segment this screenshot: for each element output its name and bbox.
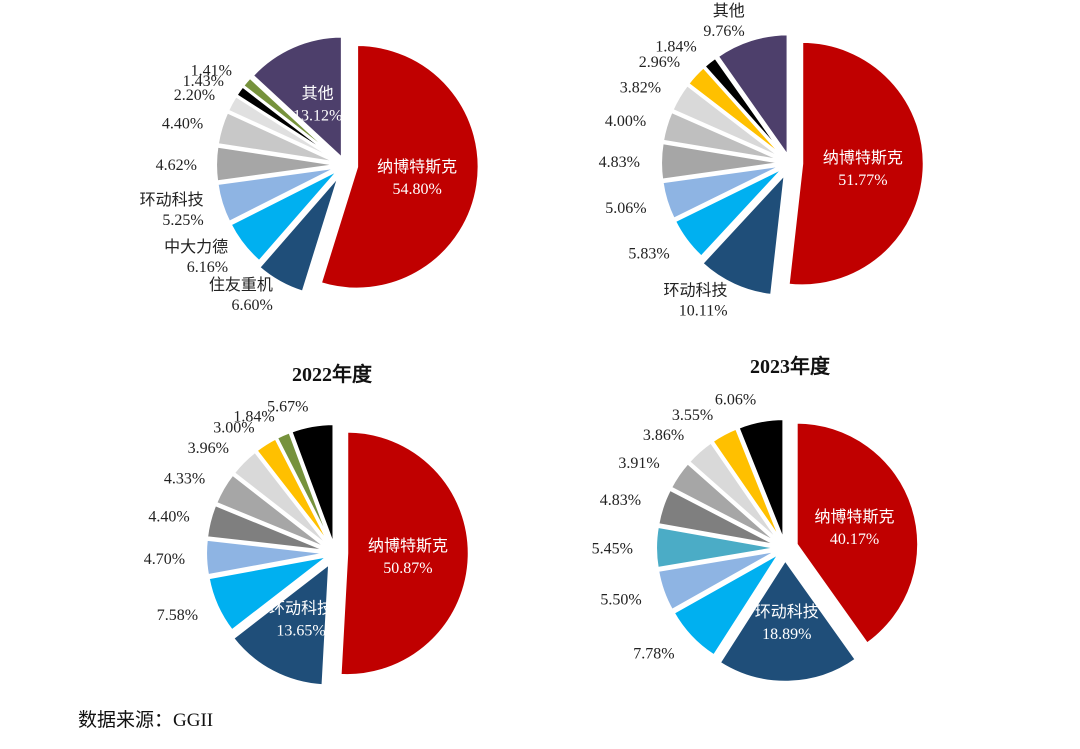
slice-value-label: 5.25% — [162, 212, 203, 229]
slice-value-label: 9.76% — [703, 23, 744, 40]
slice-value-label: 4.62% — [156, 157, 197, 174]
slice-value-label: 6.06% — [715, 392, 756, 409]
source-note: 数据来源：GGII — [78, 710, 214, 731]
pie-slice — [250, 35, 344, 162]
pie-slice — [717, 557, 858, 684]
slice-value-label: 3.00% — [213, 419, 254, 436]
slice-value-label: 3.86% — [643, 427, 684, 444]
slice-value-label: 40.17% — [830, 531, 879, 548]
pie-slice — [214, 472, 330, 551]
slice-label: 中大力德 — [164, 238, 228, 256]
slice-value-label: 4.40% — [148, 509, 189, 526]
pie-slice — [786, 40, 926, 287]
pie-slice — [656, 487, 779, 547]
slice-value-label: 4.00% — [605, 113, 646, 130]
pie-slice — [206, 554, 330, 633]
slice-value-label: 3.55% — [672, 407, 713, 424]
pie-slice — [656, 549, 779, 612]
slice-value-label: 13.65% — [276, 623, 325, 640]
pie-slice — [319, 43, 481, 291]
pie-slice — [659, 141, 784, 182]
slice-value-label: 3.82% — [620, 79, 661, 96]
slice-value-label: 18.89% — [762, 626, 811, 643]
slice-value-label: 5.06% — [605, 200, 646, 217]
slice-value-label: 4.40% — [162, 115, 203, 132]
pie-slice — [289, 422, 335, 547]
pie-slice — [654, 525, 779, 570]
pie-slice — [673, 166, 786, 259]
pie-slice — [231, 560, 331, 687]
pie-slice — [670, 83, 785, 161]
slice-label: 环动科技 — [755, 603, 819, 621]
pie-slice — [257, 174, 341, 294]
pie-slice — [228, 168, 341, 264]
slice-value-label: 50.87% — [383, 560, 432, 577]
pie-chart-2: 纳博特斯克 51.77% 环动科技 10.11% 5.83% 5.06% 4.83% 4.00… — [599, 2, 926, 319]
slice-value-label: 10.11% — [679, 302, 728, 319]
pie-slice — [660, 163, 784, 221]
slice-value-label: 3.96% — [188, 440, 229, 457]
pie-slice — [687, 440, 782, 544]
slice-label: 其他 — [302, 85, 334, 103]
pie-chart-1: 纳博特斯克 54.80% 住友重机 6.60% 中大力德 6.16% 环动科技 5.25% 4.… — [140, 35, 481, 314]
pie-slice — [710, 426, 783, 543]
pie-slice — [736, 417, 785, 542]
pie-slice — [216, 110, 339, 165]
slice-value-label: 5.50% — [600, 592, 641, 609]
slice-label: 其他 — [713, 2, 745, 20]
pie-slice — [214, 144, 338, 184]
slice-value-label: 2.96% — [639, 54, 680, 71]
chart-title: 2023年度 — [750, 354, 831, 378]
slice-label: 纳博特斯克 — [815, 508, 895, 526]
slice-value-label: 1.41% — [191, 62, 232, 79]
slice-value-label: 54.80% — [393, 181, 442, 198]
pie-slice — [702, 55, 787, 159]
pie-slice — [215, 165, 339, 224]
slice-value-label: 1.43% — [183, 73, 224, 90]
slice-value-label: 4.83% — [599, 154, 640, 171]
slice-value-label: 2.20% — [174, 87, 215, 104]
slice-label: 纳博特斯克 — [823, 149, 903, 167]
slice-label: 住友重机 — [209, 276, 273, 294]
slice-label: 环动科技 — [140, 191, 204, 209]
slice-value-label: 5.83% — [628, 246, 669, 263]
pie-slice — [204, 538, 329, 577]
pie-slice — [700, 170, 787, 297]
pie-slice — [715, 32, 790, 161]
pie-slice — [241, 75, 341, 162]
slice-value-label: 5.67% — [267, 398, 308, 415]
slice-value-label: 1.84% — [233, 409, 274, 426]
slice-value-label: 3.91% — [618, 455, 659, 472]
slice-value-label: 7.78% — [633, 645, 674, 662]
slice-value-label: 6.60% — [232, 297, 273, 314]
slice-value-label: 4.33% — [164, 471, 205, 488]
slice-label: 纳博特斯克 — [377, 158, 457, 176]
slice-value-label: 7.58% — [157, 607, 198, 624]
chart-title: 2022年度 — [292, 362, 373, 386]
slice-label: 纳博特斯克 — [368, 537, 448, 555]
pie-slice — [205, 503, 329, 553]
pie-slice — [795, 421, 920, 646]
slice-value-label: 4.70% — [144, 551, 185, 568]
pie-slice — [671, 551, 781, 658]
pie-slice — [669, 461, 780, 546]
slice-value-label: 1.84% — [655, 39, 696, 56]
pie-slice — [274, 430, 334, 547]
slice-label: 环动科技 — [664, 281, 728, 299]
slice-value-label: 5.45% — [592, 540, 633, 557]
slice-value-label: 6.16% — [187, 259, 228, 276]
pie-slice — [339, 430, 471, 677]
pie-slice — [231, 449, 331, 549]
slice-value-label: 51.77% — [838, 172, 887, 189]
slice-label: 环动科技 — [269, 600, 333, 618]
slice-value-label: 4.83% — [600, 492, 641, 509]
pie-slice — [661, 110, 784, 163]
slice-value-label: 13.12% — [293, 108, 342, 125]
